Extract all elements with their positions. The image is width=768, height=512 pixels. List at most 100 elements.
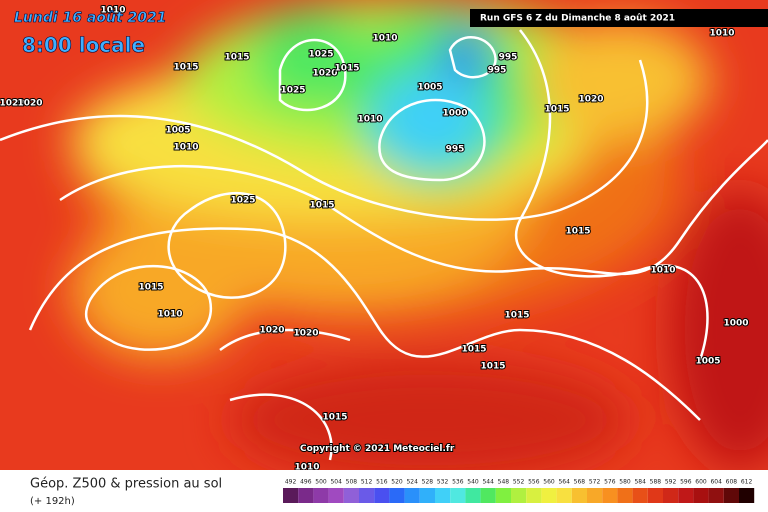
colorbar-label: 580 [619, 479, 631, 486]
colorbar-swatch [343, 488, 359, 503]
forecast-time: 8:00 locale [22, 33, 145, 57]
colorbar-label: 500 [315, 479, 327, 486]
isobar-line [219, 328, 351, 461]
colorbar-swatch [617, 488, 633, 503]
legend-subtitle: (+ 192h) [30, 496, 75, 507]
isobar-line [278, 38, 347, 112]
isobar-label: 1005 [165, 126, 190, 136]
isobar-label: 1015 [480, 362, 505, 372]
colorbar-swatch [480, 488, 496, 503]
isobar-label: 1020 [293, 329, 318, 339]
isobar-line [514, 29, 709, 361]
colorbar-swatch [693, 488, 709, 503]
isobar-label: 1025 [308, 50, 333, 60]
colorbar-label: 520 [391, 479, 403, 486]
isobar-label: 1020 [578, 95, 603, 105]
isobar-label: 995 [499, 53, 518, 63]
isobar-label: 1020 [312, 69, 337, 79]
isobar-line [448, 36, 497, 79]
colorbar-label: 564 [558, 479, 570, 486]
isobar-label: 1010 [100, 6, 125, 16]
colorbar-label: 572 [589, 479, 601, 486]
colorbar-swatch [739, 488, 755, 503]
colorbar-label: 552 [513, 479, 525, 486]
isobar-label: 1025 [280, 86, 305, 96]
colorbar-swatch [571, 488, 587, 503]
isobar-label: 1015 [334, 64, 359, 74]
colorbar-swatch [602, 488, 618, 503]
isobar-label: 1015 [504, 311, 529, 321]
colorbar-label: 548 [498, 479, 510, 486]
isobar-label: 1015 [322, 413, 347, 423]
colorbar-label: 532 [437, 479, 449, 486]
isobar-label: 1015 [309, 201, 334, 211]
colorbar-swatch [359, 488, 375, 503]
colorbar-swatch [404, 488, 420, 503]
isobar-label: 1010 [357, 115, 382, 125]
isobar-line [28, 227, 701, 421]
colorbar-swatch [298, 488, 314, 503]
colorbar-label: 504 [330, 479, 342, 486]
isobar-label: 1010 [157, 310, 182, 320]
colorbar-label: 592 [665, 479, 677, 486]
colorbar-swatch [419, 488, 435, 503]
isobar-label: 1000 [442, 109, 467, 119]
isobar-label: 1015 [138, 283, 163, 293]
colorbar-label: 528 [422, 479, 434, 486]
colorbar-swatch [389, 488, 405, 503]
colorbar-swatch [328, 488, 344, 503]
colorbar-swatch [465, 488, 481, 503]
colorbar-swatch [723, 488, 739, 503]
colorbar-label: 600 [695, 479, 707, 486]
isobars [0, 29, 768, 461]
isobar-label: 1015 [565, 227, 590, 237]
colorbar-label: 612 [741, 479, 753, 486]
colorbar-swatch [587, 488, 603, 503]
isobar-label: 1015 [224, 53, 249, 63]
isobar-label: 1000 [723, 319, 748, 329]
colorbar-label: 524 [406, 479, 418, 486]
colorbar-swatch [708, 488, 724, 503]
isobar-label: 1010 [173, 143, 198, 153]
isobar-label: 1010 [709, 29, 734, 39]
colorbar-label: 540 [467, 479, 479, 486]
colorbar-swatch [374, 488, 390, 503]
colorbar: 492 496 500 504 508 512 516 520 524 528 532 536 540 5… [283, 479, 755, 503]
colorbar-label: 492 [285, 479, 297, 486]
isobar-line [378, 98, 486, 182]
colorbar-label: 604 [710, 479, 722, 486]
colorbar-label: 560 [543, 479, 555, 486]
isobar-label: 1020 [17, 99, 42, 109]
colorbar-label: 596 [680, 479, 692, 486]
colorbar-label: 512 [361, 479, 373, 486]
run-info: Run GFS 6 Z du Dimanche 8 août 2021 [480, 14, 675, 24]
colorbar-label: 536 [452, 479, 464, 486]
isobar-label: 995 [446, 145, 465, 155]
colorbar-label: 576 [604, 479, 616, 486]
isobar-label: 1020 [259, 326, 284, 336]
colorbar-swatch [450, 488, 466, 503]
colorbar-label: 584 [634, 479, 646, 486]
isobar-label: 1005 [695, 357, 720, 367]
colorbar-swatch [632, 488, 648, 503]
colorbar-swatch [541, 488, 557, 503]
colorbar-swatch [495, 488, 511, 503]
copyright: Copyright © 2021 Meteociel.fr [300, 444, 455, 454]
legend-title: Géop. Z500 & pression au sol [30, 477, 222, 492]
isobar-label: 1015 [173, 63, 198, 73]
colorbar-label: 508 [346, 479, 358, 486]
run-box [470, 9, 768, 27]
colorbar-label: 608 [726, 479, 738, 486]
colorbar-swatch [647, 488, 663, 503]
colorbar-label: 516 [376, 479, 388, 486]
colorbar-label: 556 [528, 479, 540, 486]
isobar-label: 1010 [372, 34, 397, 44]
colorbar-label: 568 [574, 479, 586, 486]
colorbar-swatch [283, 488, 299, 503]
colorbar-swatch [313, 488, 329, 503]
colorbar-label: 496 [300, 479, 312, 486]
isobar-label: 1020 [0, 99, 25, 109]
isobar-label: 1025 [230, 196, 255, 206]
